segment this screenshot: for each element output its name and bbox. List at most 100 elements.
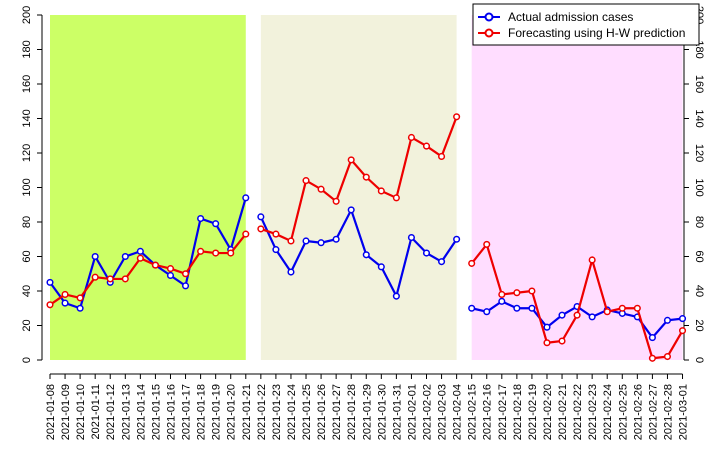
y-tick-label-right: 160 [693,75,705,93]
series-2-point [453,113,461,121]
x-tick-label: 2021-02-21 [557,384,569,440]
series-1-point [543,323,551,331]
series-2-point [136,254,144,262]
x-tick-label: 2021-02-15 [467,384,479,440]
x-tick-label: 2021-01-26 [316,384,328,440]
legend-marker-actual [484,12,494,22]
y-ticks: 0 0 20 20 40 40 60 60 80 80 100 100 120 120 140 140 160 1… [21,6,705,363]
legend-marker-forecast [484,28,494,38]
x-tick-label: 2021-02-18 [512,384,524,440]
x-tick-label: 2021-01-14 [135,384,147,440]
x-tick-label: 2021-01-28 [346,384,358,440]
series-2-point [392,194,400,202]
series-2-point [678,327,687,335]
series-2-point [227,249,235,257]
series-2-point [347,156,355,164]
series-1-line-2 [259,207,458,300]
x-tick-label: 2021-02-28 [662,384,674,440]
series-2-point [302,177,310,185]
x-tick-label: 2021-01-24 [286,384,298,440]
series-1-point [678,315,687,323]
legend-label-actual: Actual admission cases [508,10,633,24]
x-tick-label: 2021-01-09 [60,384,72,440]
series-1-point [663,316,672,324]
series-2-point [603,308,611,316]
series-1-point [377,263,385,271]
series-1-point [46,278,54,286]
x-tick-label: 2021-01-16 [165,384,177,440]
x-tick-label: 2021-03-01 [678,384,690,440]
y-tick-label-left: 140 [21,109,33,127]
x-tick-label: 2021-02-16 [482,384,494,440]
y-tick-label-left: 120 [21,144,33,162]
series-1-point [392,292,400,300]
y-tick-label-right: 60 [693,250,705,262]
series-1-point [332,235,340,243]
series-1-point [212,220,220,228]
series-1-point [287,268,295,276]
series-2-point [483,240,491,248]
series-1-point [588,313,596,321]
x-tick-label: 2021-01-13 [120,384,132,440]
y-tick-label-left: 80 [21,216,33,228]
series-2-point [588,256,596,264]
series-1-point [453,235,461,243]
x-tick-label: 2021-01-25 [301,384,313,440]
series-1-point [407,233,415,242]
series-1-point [61,299,69,307]
series-2-point [272,230,280,238]
series-1-point [468,304,476,312]
series-2-point [543,339,551,347]
x-tick-label: 2021-01-19 [211,384,223,440]
y-tick-label-left: 20 [21,319,33,331]
series-2-point [377,187,385,195]
series-1-point [136,247,144,255]
y-tick-label-left: 180 [21,40,33,58]
series-1-point [498,297,506,305]
series-2-point [528,287,536,295]
y-tick-label-left: 40 [21,285,33,297]
y-tick-label-left: 60 [21,250,33,262]
series-1-point [121,252,129,261]
series-2-point [257,225,265,233]
series-2-point [166,265,175,273]
x-tick-label: 2021-02-24 [602,384,614,440]
y-tick-label-right: 140 [693,109,705,127]
x-tick-label: 2021-02-25 [617,384,629,440]
y-tick-label-left: 0 [21,357,33,363]
series-2-point [648,354,656,362]
series-2-point [181,270,190,278]
y-tick-label-left: 160 [21,75,33,93]
x-tick-label: 2021-01-22 [256,384,268,440]
x-tick-label: 2021-01-31 [391,384,403,440]
x-tick-label: 2021-02-01 [406,384,418,440]
series-2-point [242,230,250,238]
series-2-point [438,152,446,160]
period-background-2 [260,15,457,360]
series-1-point [317,239,325,247]
series-2-point [212,249,220,257]
y-tick-label-right: 0 [693,357,705,363]
series-2-point [573,311,581,319]
x-tick-label: 2021-01-08 [45,384,57,440]
x-tick-label: 2021-01-29 [361,384,373,440]
series-1-point [483,308,491,316]
series-1-point [181,282,190,290]
series-2-point [197,247,205,255]
x-tick-label: 2021-01-11 [90,384,102,439]
x-tick-label: 2021-01-30 [376,384,388,440]
series-1-point [91,252,99,261]
x-tick-label: 2021-01-12 [105,384,117,440]
series-2-point [61,290,69,299]
series-1-point [362,251,370,259]
x-tick-label: 2021-01-10 [75,384,87,440]
legend-label-forecast: Forecasting using H-W prediction [508,26,685,40]
series-2 [46,113,687,362]
series-1-point [558,311,566,319]
series-1-point [528,304,536,312]
series-1-point [347,206,355,214]
y-tick-label-left: 100 [21,178,33,196]
series-1-point [438,258,446,266]
x-tick-label: 2021-01-17 [181,384,193,440]
